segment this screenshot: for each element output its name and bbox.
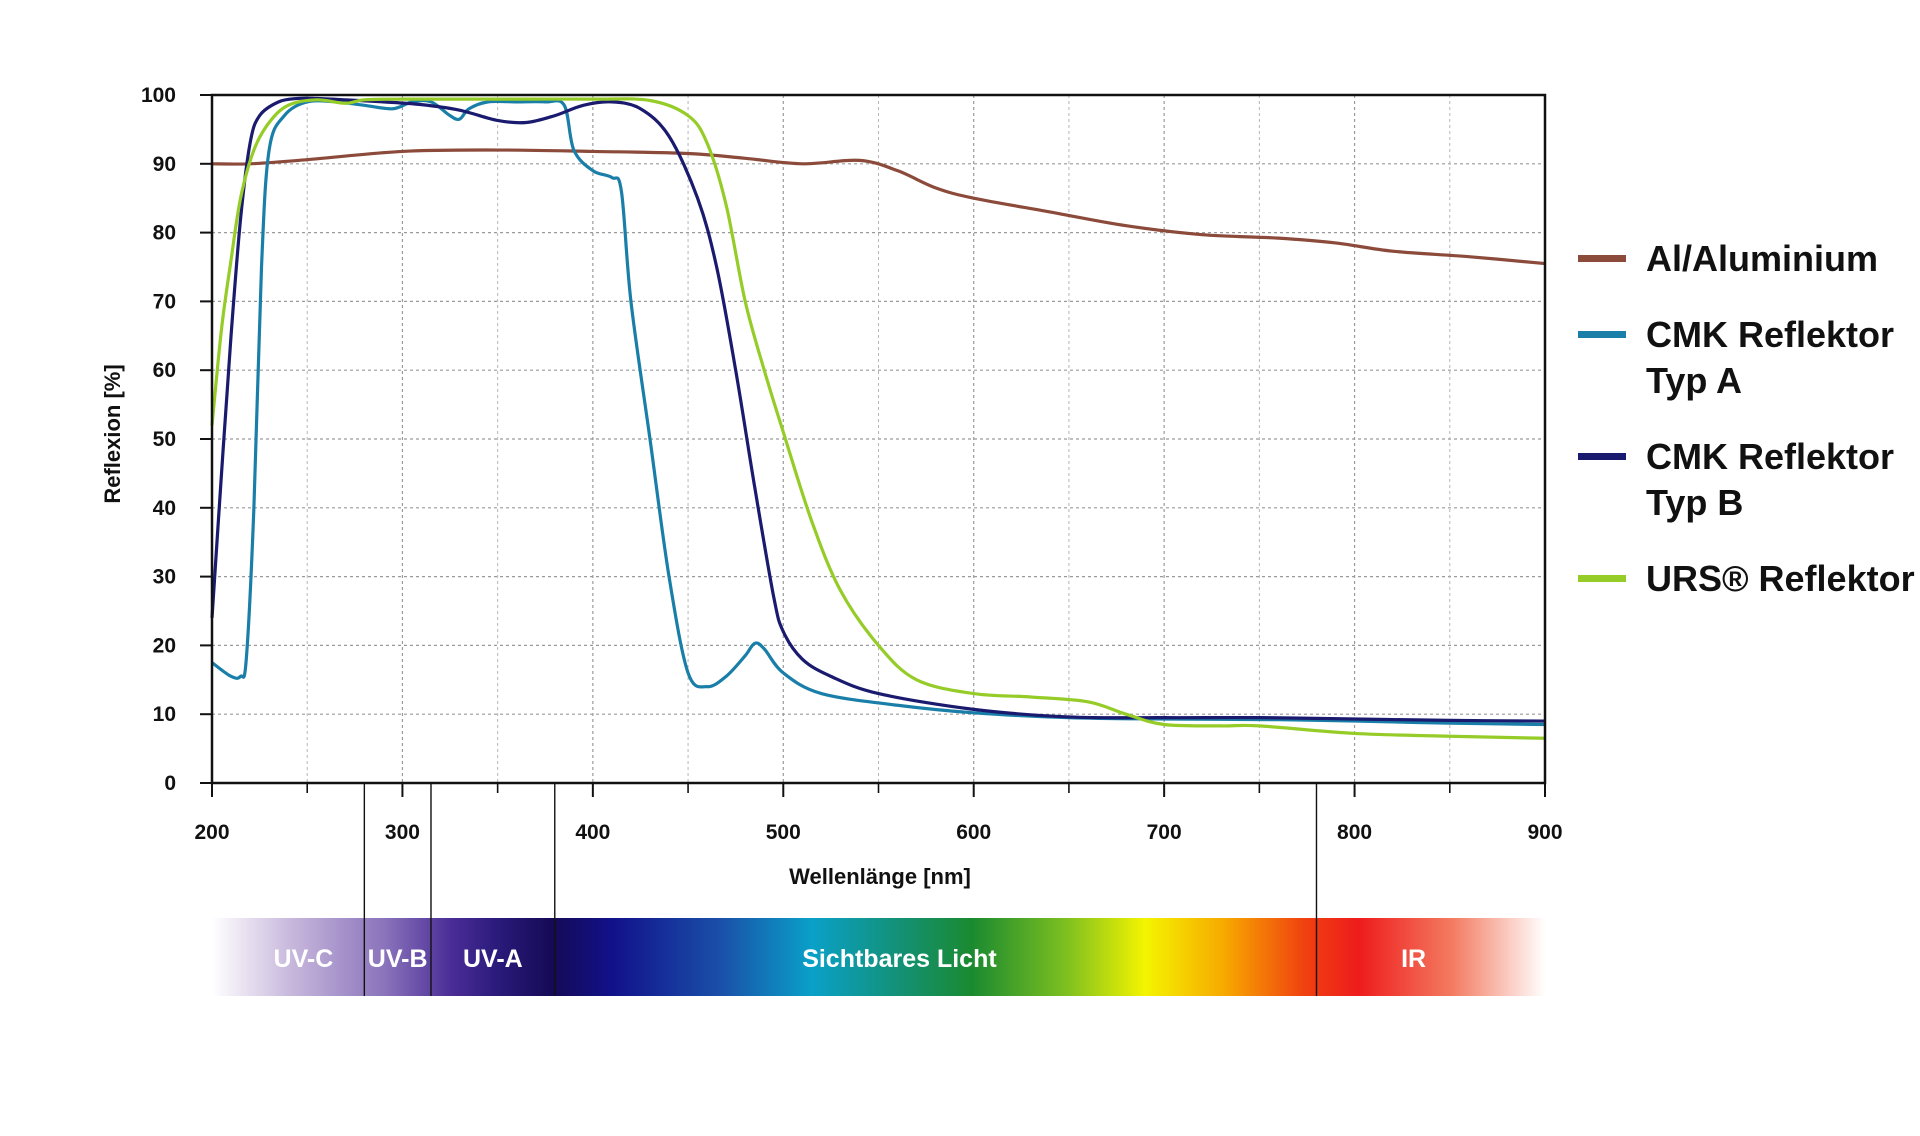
legend-swatch	[1578, 575, 1626, 582]
x-tick-label: 700	[1147, 821, 1182, 844]
x-tick-label: 800	[1337, 821, 1372, 844]
band-label: UV-A	[463, 945, 523, 973]
y-tick-label: 80	[153, 222, 176, 245]
band-label: UV-C	[274, 945, 334, 973]
spectrum-bar	[212, 918, 1545, 996]
legend-label: Al/Aluminium	[1646, 238, 1878, 279]
legend-label: CMK Reflektor Typ A	[1646, 314, 1895, 401]
legend-item: CMK Reflektor Typ B	[1578, 434, 1918, 526]
band-label: UV-B	[368, 945, 428, 973]
y-tick-label: 100	[141, 84, 176, 107]
x-axis-title: Wellenlänge [nm]	[789, 864, 971, 889]
grid-lines	[212, 95, 1545, 783]
x-tick-label: 400	[575, 821, 610, 844]
band-label: Sichtbares Licht	[802, 945, 997, 973]
legend-label: URS® Reflektor	[1646, 558, 1915, 599]
y-tick-label: 30	[153, 566, 176, 589]
x-tick-label: 500	[766, 821, 801, 844]
series-line-3	[210, 97, 1546, 740]
y-tick-label: 70	[153, 290, 176, 313]
y-tick-label: 20	[153, 634, 176, 657]
legend-item: CMK Reflektor Typ A	[1578, 312, 1918, 404]
y-axis-ticks: 0 10 20 30 40 50 60 70 80 90 100	[141, 84, 212, 795]
band-label: IR	[1401, 945, 1426, 973]
legend-label: CMK Reflektor Typ B	[1646, 436, 1895, 523]
spectrum-band-dividers	[363, 783, 1318, 996]
legend-swatch	[1578, 453, 1626, 460]
x-tick-label: 600	[956, 821, 991, 844]
x-axis-ticks: 200 300 400 500 600 700 800 900	[194, 783, 1563, 844]
legend-item: URS® Reflektor	[1578, 556, 1918, 602]
series-line-1	[211, 98, 1546, 727]
series-line-0	[211, 148, 1546, 266]
y-tick-label: 40	[153, 497, 176, 520]
y-tick-label: 90	[153, 153, 176, 176]
x-tick-label: 300	[385, 821, 420, 844]
y-tick-label: 0	[164, 772, 176, 795]
series-lines	[210, 96, 1546, 740]
y-tick-label: 50	[153, 428, 176, 451]
series-line-2	[210, 96, 1546, 723]
legend-item: Al/Aluminium	[1578, 236, 1918, 282]
spectrum-band-labels: UV-C UV-B UV-A Sichtbares Licht IR	[274, 945, 1427, 973]
x-tick-label: 200	[194, 821, 229, 844]
x-tick-label: 900	[1527, 821, 1562, 844]
y-axis-title: Reflexion [%]	[100, 364, 125, 503]
legend: Al/Aluminium CMK Reflektor Typ A CMK Refle…	[1578, 236, 1918, 632]
y-tick-label: 60	[153, 359, 176, 382]
legend-swatch	[1578, 331, 1626, 338]
y-tick-label: 10	[153, 703, 176, 726]
legend-swatch	[1578, 255, 1626, 262]
